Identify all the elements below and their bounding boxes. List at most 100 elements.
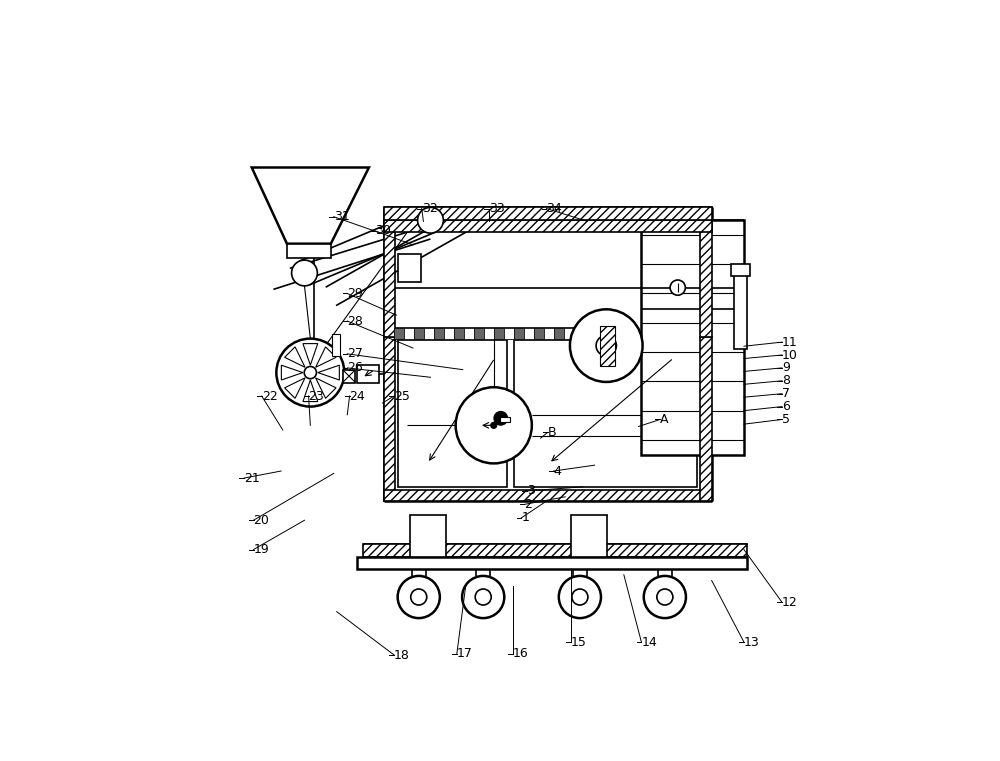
Text: 21: 21 — [244, 472, 260, 485]
Text: 28: 28 — [347, 314, 363, 327]
Bar — [700, 220, 712, 337]
Text: 32: 32 — [422, 202, 437, 215]
Bar — [454, 328, 464, 339]
Text: 9: 9 — [782, 361, 790, 374]
Text: 5: 5 — [782, 413, 790, 426]
Circle shape — [304, 367, 316, 379]
Polygon shape — [303, 380, 318, 402]
Text: 14: 14 — [641, 635, 657, 648]
Text: B: B — [548, 426, 556, 439]
Text: 15: 15 — [571, 635, 587, 648]
Circle shape — [475, 589, 491, 605]
Text: 24: 24 — [350, 390, 365, 403]
Bar — [410, 515, 446, 557]
Polygon shape — [303, 344, 318, 365]
Bar — [514, 340, 697, 487]
Bar — [500, 416, 510, 422]
Text: 20: 20 — [254, 514, 269, 527]
Text: 11: 11 — [782, 336, 798, 349]
Bar — [514, 328, 524, 339]
Bar — [424, 328, 434, 339]
Polygon shape — [285, 378, 305, 398]
Circle shape — [276, 339, 344, 406]
Bar — [434, 328, 444, 339]
Bar — [384, 337, 395, 501]
Bar — [384, 220, 712, 232]
Bar — [444, 328, 454, 339]
Circle shape — [491, 422, 497, 428]
Bar — [604, 328, 614, 339]
Circle shape — [559, 576, 601, 618]
Bar — [384, 220, 395, 337]
Bar — [363, 544, 747, 557]
Bar — [343, 370, 355, 383]
Bar — [594, 328, 604, 339]
Text: 13: 13 — [744, 635, 760, 648]
Bar — [357, 557, 747, 569]
Text: 16: 16 — [512, 648, 528, 661]
Text: 18: 18 — [394, 648, 410, 661]
Text: 27: 27 — [347, 347, 363, 361]
Text: 6: 6 — [782, 400, 790, 413]
Text: 26: 26 — [347, 361, 363, 374]
Bar — [484, 328, 494, 339]
Text: 10: 10 — [782, 349, 798, 361]
Circle shape — [494, 412, 508, 425]
Text: 12: 12 — [782, 596, 798, 609]
Bar — [731, 264, 750, 276]
Bar — [414, 328, 424, 339]
Text: 29: 29 — [347, 287, 363, 300]
Bar — [464, 328, 474, 339]
Bar — [474, 328, 484, 339]
Polygon shape — [316, 378, 336, 398]
Bar — [584, 328, 594, 339]
Text: 1: 1 — [521, 511, 529, 524]
Bar — [384, 207, 712, 220]
Circle shape — [418, 207, 443, 233]
Bar — [574, 328, 584, 339]
Text: 31: 31 — [334, 210, 350, 223]
Bar — [641, 220, 744, 454]
Bar — [494, 328, 504, 339]
Bar — [504, 328, 514, 339]
Text: 22: 22 — [262, 390, 277, 403]
Bar — [394, 328, 404, 339]
Text: 17: 17 — [457, 648, 473, 661]
Polygon shape — [252, 167, 369, 244]
Bar — [700, 337, 712, 501]
Polygon shape — [281, 365, 303, 380]
Circle shape — [657, 589, 673, 605]
Bar — [398, 340, 507, 487]
Bar — [287, 244, 331, 258]
Circle shape — [596, 336, 616, 356]
Circle shape — [572, 589, 588, 605]
Bar — [404, 328, 414, 339]
Bar — [554, 328, 564, 339]
Text: A: A — [660, 413, 669, 426]
Text: 25: 25 — [394, 390, 410, 403]
Text: 19: 19 — [254, 543, 269, 556]
Polygon shape — [285, 347, 305, 368]
Text: 8: 8 — [782, 374, 790, 387]
Circle shape — [644, 576, 686, 618]
Text: 34: 34 — [546, 202, 562, 215]
Bar — [544, 328, 554, 339]
Circle shape — [570, 309, 643, 382]
Circle shape — [398, 576, 440, 618]
Bar — [564, 328, 574, 339]
Polygon shape — [318, 365, 339, 380]
Polygon shape — [316, 347, 336, 368]
Circle shape — [292, 260, 317, 286]
Bar — [384, 490, 712, 501]
Circle shape — [670, 280, 685, 295]
Text: 23: 23 — [309, 390, 324, 403]
Text: 30: 30 — [375, 224, 391, 237]
Bar — [357, 365, 379, 383]
Bar — [600, 326, 615, 365]
Bar — [571, 515, 607, 557]
Circle shape — [456, 387, 532, 463]
Bar — [524, 328, 534, 339]
Bar — [332, 334, 340, 356]
Text: 2: 2 — [524, 498, 532, 511]
Circle shape — [411, 589, 427, 605]
